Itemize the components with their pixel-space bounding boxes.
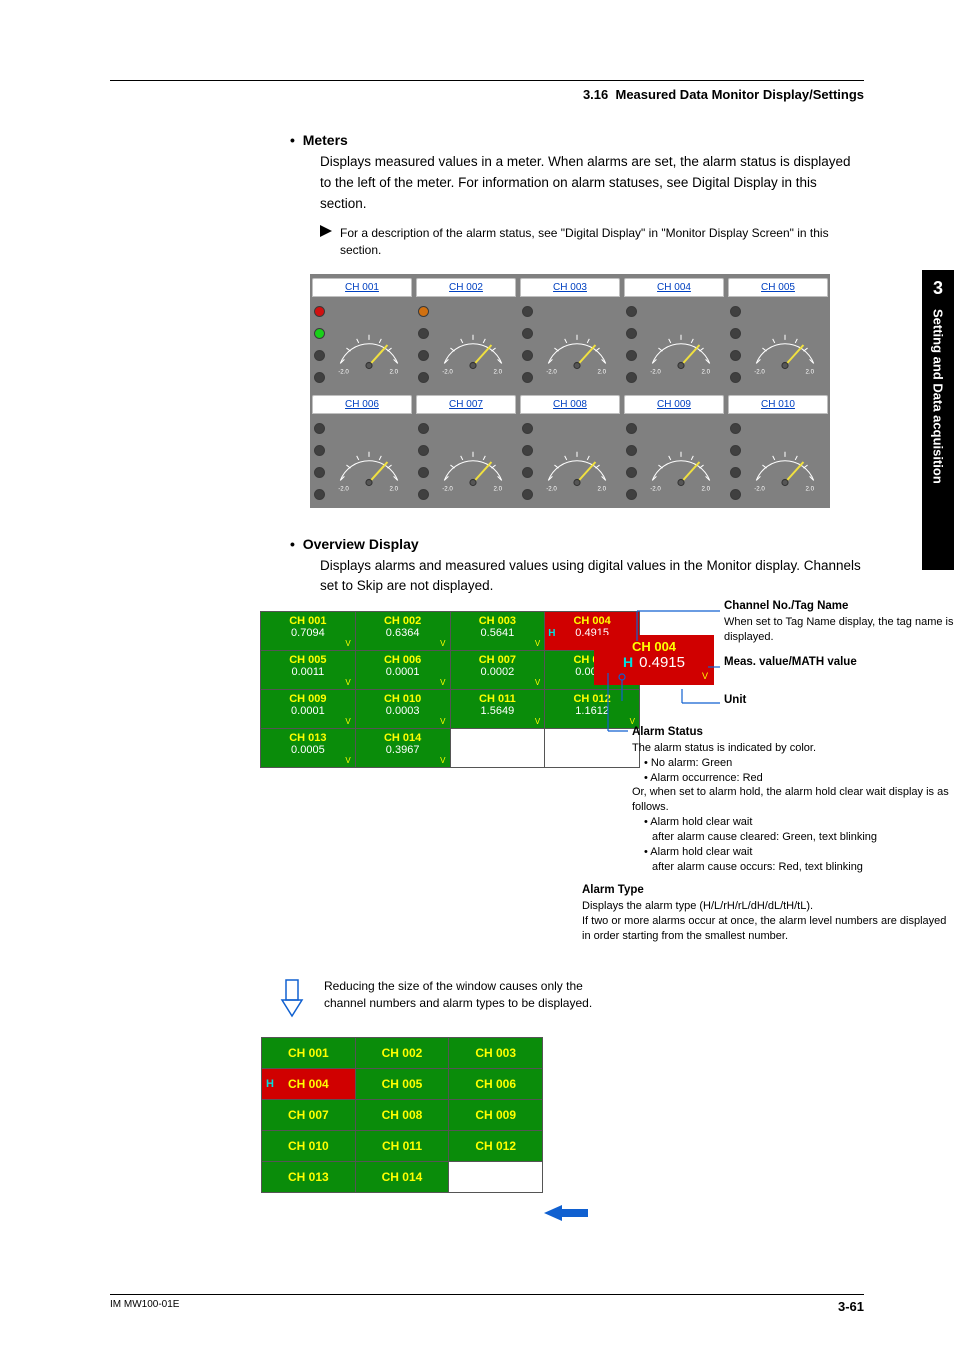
svg-text:-2.0: -2.0 bbox=[442, 368, 453, 375]
small-cell: CH 011 bbox=[356, 1131, 449, 1161]
overview-cell: CH 005 0.0011 V bbox=[261, 651, 355, 689]
small-cell: HCH 004 bbox=[262, 1069, 355, 1099]
play-icon bbox=[320, 225, 334, 237]
meter-cell: CH 008 -2.0 2.0 bbox=[518, 391, 622, 508]
svg-text:2.0: 2.0 bbox=[806, 485, 815, 492]
svg-text:2.0: 2.0 bbox=[390, 368, 399, 375]
page-number: 3-61 bbox=[838, 1299, 864, 1314]
big-cell-channel: CH 004 bbox=[594, 639, 714, 654]
svg-text:2.0: 2.0 bbox=[390, 485, 399, 492]
svg-text:-2.0: -2.0 bbox=[338, 485, 349, 492]
overview-cell: CH 003 0.5641 V bbox=[451, 612, 545, 650]
annot-alarm-status: Alarm Status The alarm status is indicat… bbox=[632, 725, 954, 874]
svg-text:2.0: 2.0 bbox=[702, 485, 711, 492]
small-cell: CH 001 bbox=[262, 1038, 355, 1068]
small-cell: CH 014 bbox=[356, 1162, 449, 1192]
overview-cell: CH 010 0.0003 V bbox=[356, 690, 450, 728]
page-footer: IM MW100-01E 3-61 bbox=[110, 1294, 864, 1314]
overview-cell: CH 001 0.7094 V bbox=[261, 612, 355, 650]
big-cell-alarm-type: H bbox=[623, 654, 633, 670]
overview-cell: CH 002 0.6364 V bbox=[356, 612, 450, 650]
overview-cell: CH 006 0.0001 V bbox=[356, 651, 450, 689]
small-cell: CH 012 bbox=[449, 1131, 542, 1161]
meter-tab[interactable]: CH 010 bbox=[728, 395, 828, 414]
svg-text:2.0: 2.0 bbox=[494, 485, 503, 492]
meters-heading: • Meters bbox=[290, 132, 864, 148]
small-cell: CH 006 bbox=[449, 1069, 542, 1099]
small-cell: CH 007 bbox=[262, 1100, 355, 1130]
meter-tab[interactable]: CH 003 bbox=[520, 278, 620, 297]
meter-cell: CH 009 -2.0 2.0 bbox=[622, 391, 726, 508]
meter-tab[interactable]: CH 005 bbox=[728, 278, 828, 297]
meter-tab[interactable]: CH 004 bbox=[624, 278, 724, 297]
annot-unit: Unit bbox=[724, 693, 746, 709]
small-cell: CH 008 bbox=[356, 1100, 449, 1130]
overview-body: Displays alarms and measured values usin… bbox=[320, 556, 864, 598]
meter-cell: CH 006 -2.0 2.0 bbox=[310, 391, 414, 508]
arrow-icon bbox=[544, 1203, 590, 1223]
svg-text:-2.0: -2.0 bbox=[650, 485, 661, 492]
meter-cell: CH 001 -2.0 2.0 bbox=[310, 274, 414, 391]
svg-text:-2.0: -2.0 bbox=[754, 485, 765, 492]
svg-text:2.0: 2.0 bbox=[598, 368, 607, 375]
svg-text:2.0: 2.0 bbox=[494, 368, 503, 375]
meter-cell: CH 007 -2.0 2.0 bbox=[414, 391, 518, 508]
svg-text:-2.0: -2.0 bbox=[546, 485, 557, 492]
annot-meas: Meas. value/MATH value bbox=[724, 655, 857, 671]
small-overview-grid: CH 001 CH 002 CH 003 HCH 004 CH 005 CH 0… bbox=[261, 1037, 543, 1193]
reduce-text: Reducing the size of the window causes o… bbox=[324, 978, 614, 1012]
big-overview-cell: CH 004 H 0.4915 V bbox=[594, 635, 714, 685]
annot-alarm-type: Alarm Type Displays the alarm type (H/L/… bbox=[582, 883, 952, 943]
meter-tab[interactable]: CH 008 bbox=[520, 395, 620, 414]
meter-cell: CH 002 -2.0 2.0 bbox=[414, 274, 518, 391]
chapter-number: 3 bbox=[933, 278, 943, 299]
meters-body: Displays measured values in a meter. Whe… bbox=[320, 152, 864, 215]
section-header: 3.16 Measured Data Monitor Display/Setti… bbox=[110, 87, 864, 102]
svg-text:2.0: 2.0 bbox=[806, 368, 815, 375]
doc-id: IM MW100-01E bbox=[110, 1299, 179, 1314]
overview-cell: CH 009 0.0001 V bbox=[261, 690, 355, 728]
svg-text:-2.0: -2.0 bbox=[442, 485, 453, 492]
svg-text:-2.0: -2.0 bbox=[546, 368, 557, 375]
small-cell: CH 010 bbox=[262, 1131, 355, 1161]
small-cell: CH 003 bbox=[449, 1038, 542, 1068]
small-cell: CH 009 bbox=[449, 1100, 542, 1130]
side-tab: 3 Setting and Data acquisition bbox=[922, 270, 954, 570]
svg-text:2.0: 2.0 bbox=[702, 368, 711, 375]
annot-channel: Channel No./Tag Name When set to Tag Nam… bbox=[724, 599, 954, 644]
big-cell-unit: V bbox=[594, 671, 714, 681]
small-cell: CH 013 bbox=[262, 1162, 355, 1192]
svg-text:-2.0: -2.0 bbox=[754, 368, 765, 375]
svg-text:-2.0: -2.0 bbox=[338, 368, 349, 375]
overview-cell: CH 013 0.0005 V bbox=[261, 729, 355, 767]
small-cell: CH 002 bbox=[356, 1038, 449, 1068]
meter-tab[interactable]: CH 006 bbox=[312, 395, 412, 414]
svg-text:-2.0: -2.0 bbox=[650, 368, 661, 375]
meter-cell: CH 005 -2.0 2.0 bbox=[726, 274, 830, 391]
big-cell-value: 0.4915 bbox=[639, 654, 685, 671]
meters-figure: CH 001 -2.0 2.0 CH 002 -2.0 2.0 CH 003 bbox=[310, 274, 830, 508]
overview-cell: CH 007 0.0002 V bbox=[451, 651, 545, 689]
meter-tab[interactable]: CH 002 bbox=[416, 278, 516, 297]
down-arrow-icon bbox=[278, 978, 306, 1023]
overview-grid: CH 001 0.7094 V CH 002 0.6364 V CH 003 0… bbox=[260, 611, 640, 768]
meter-cell: CH 010 -2.0 2.0 bbox=[726, 391, 830, 508]
meter-cell: CH 004 -2.0 2.0 bbox=[622, 274, 726, 391]
svg-text:2.0: 2.0 bbox=[598, 485, 607, 492]
overview-cell: CH 014 0.3967 V bbox=[356, 729, 450, 767]
meter-tab[interactable]: CH 001 bbox=[312, 278, 412, 297]
overview-cell: CH 011 1.5649 V bbox=[451, 690, 545, 728]
meters-note: For a description of the alarm status, s… bbox=[340, 225, 864, 260]
chapter-title: Setting and Data acquisition bbox=[931, 309, 946, 484]
meter-tab[interactable]: CH 007 bbox=[416, 395, 516, 414]
overview-cell: CH 012 1.1612 V bbox=[545, 690, 639, 728]
meter-tab[interactable]: CH 009 bbox=[624, 395, 724, 414]
overview-heading: • Overview Display bbox=[290, 536, 864, 552]
meter-cell: CH 003 -2.0 2.0 bbox=[518, 274, 622, 391]
small-cell: CH 005 bbox=[356, 1069, 449, 1099]
